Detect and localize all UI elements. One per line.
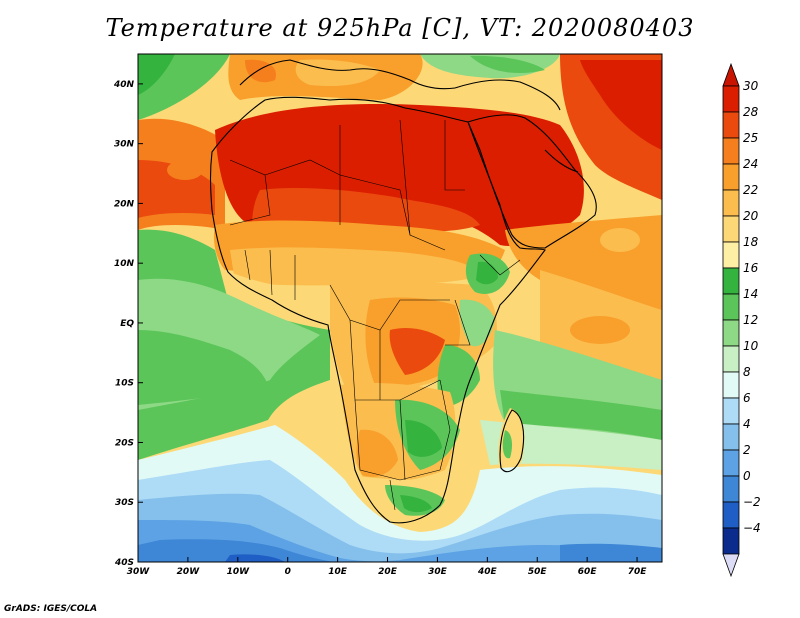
axis-ticks: 30W 20W 10W 0 10E 20E 30E 40E 50E 60E 70E 40N 30N 20N… [113, 80, 647, 577]
colorbar-swatch [722, 267, 740, 295]
colorbar-label: 4 [743, 417, 751, 431]
colorbar-swatch [722, 449, 740, 477]
plot-frame [137, 53, 663, 563]
colorbar-swatch [722, 397, 740, 425]
lat-tick-label: 10N [114, 259, 135, 269]
colorbar-label: 24 [743, 157, 758, 171]
colorbar-label: −4 [743, 521, 761, 535]
temperature-field [138, 54, 662, 562]
colorbar-label: 18 [743, 235, 759, 249]
lat-tick-label: 20N [114, 199, 135, 209]
lat-tick-label: EQ [120, 319, 134, 329]
colorbar-swatch [722, 345, 740, 373]
lon-tick-label: 50E [528, 567, 548, 577]
lon-tick-label: 40E [477, 567, 498, 577]
colorbar-label: 0 [743, 469, 751, 483]
colorbar-label: −2 [743, 495, 761, 509]
lat-tick-label: 40S [114, 558, 134, 568]
colorbar-swatch [722, 189, 740, 217]
lon-tick-label: 70E [628, 567, 648, 577]
lon-tick-label: 30E [428, 567, 448, 577]
map-title: Temperature at 925hPa [C], VT: 202008040… [105, 14, 695, 42]
lon-tick-label: 30W [127, 567, 151, 577]
colorbar-swatch [722, 163, 740, 191]
colorbar-min-arrow [722, 553, 740, 578]
lon-tick-label: 20W [177, 567, 201, 577]
lat-tick-label: 10S [115, 379, 134, 389]
colorbar-label: 16 [743, 261, 759, 275]
colorbar-swatch [722, 111, 740, 139]
lon-tick-label: 0 [285, 567, 291, 577]
colorbar-swatch [722, 215, 740, 243]
colorbar-swatch [722, 241, 740, 269]
colorbar-label: 8 [743, 365, 751, 379]
colorbar-swatch [722, 475, 740, 503]
lon-tick-label: 10E [328, 567, 348, 577]
colorbar-label: 28 [743, 105, 759, 119]
colorbar-swatch [722, 319, 740, 347]
colorbar-label: 6 [743, 391, 751, 405]
colorbar-swatch [722, 501, 740, 529]
colorbar-label: 10 [743, 339, 759, 353]
colorbar-label: 20 [743, 209, 759, 223]
colorbar-label: 25 [743, 131, 758, 145]
lat-tick-label: 20S [115, 438, 134, 448]
colorbar-swatch [722, 371, 740, 399]
colorbar-label: 22 [743, 183, 758, 197]
country-borders [229, 119, 521, 511]
colorbar-swatch [722, 85, 740, 113]
colorbar-label: 2 [743, 443, 751, 457]
colorbar-label: 12 [743, 313, 758, 327]
lat-tick-label: 40N [113, 80, 135, 90]
lon-tick-label: 10W [227, 567, 251, 577]
colorbar-label: 30 [743, 79, 759, 93]
colorbar-swatch [722, 137, 740, 165]
colorbar-max-arrow [722, 62, 740, 87]
colorbar-swatch [722, 527, 740, 555]
lon-tick-label: 60E [578, 567, 598, 577]
credit-label: GrADS: IGES/COLA [4, 604, 98, 614]
colorbar-swatch [722, 293, 740, 321]
coastlines [209, 59, 597, 524]
colorbar-swatch [722, 423, 740, 451]
lat-tick-label: 30S [115, 498, 134, 508]
colorbar-label: 14 [743, 287, 758, 301]
lat-tick-label: 30N [114, 140, 135, 150]
lon-tick-label: 20E [378, 567, 398, 577]
